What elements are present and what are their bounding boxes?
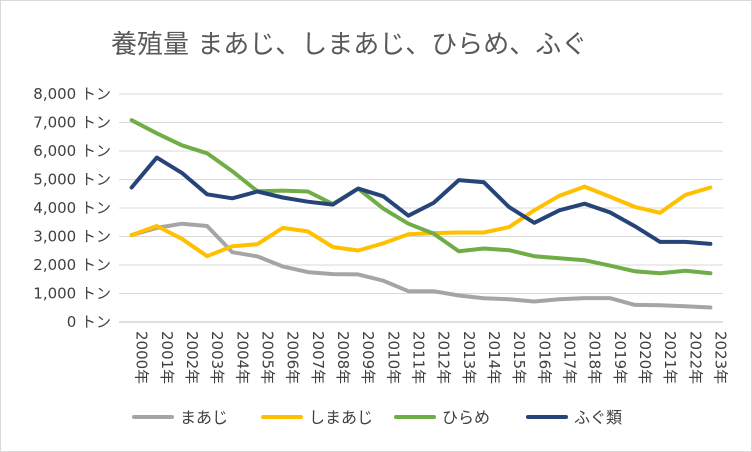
x-tick-label: 2018年 (586, 331, 604, 384)
series-line-1 (129, 184, 713, 259)
x-tick-label: 2023年 (711, 331, 729, 384)
x-tick-label: 2010年 (384, 331, 402, 384)
x-tick-label: 2008年 (334, 331, 352, 384)
x-tick-label: 2012年 (435, 331, 453, 384)
x-tick-label: 2017年 (560, 331, 578, 384)
y-tick-label: 7,000 トン (33, 114, 111, 132)
x-tick-label: 2021年 (661, 331, 679, 384)
x-tick-label: 2016年 (535, 331, 553, 384)
x-tick-label: 2000年 (133, 331, 151, 384)
legend-label-0: まあじ (180, 408, 228, 427)
x-tick-label: 2020年 (636, 331, 654, 384)
x-tick-label: 2003年 (208, 331, 226, 384)
x-tick-label: 2006年 (284, 331, 302, 384)
y-tick-label: 4,000 トン (33, 199, 111, 217)
x-tick-label: 2022年 (686, 331, 704, 384)
x-tick-label: 2014年 (485, 331, 503, 384)
x-tick-label: 2002年 (183, 331, 201, 384)
x-tick-label: 2009年 (359, 331, 377, 384)
y-tick-label: 3,000 トン (33, 228, 111, 246)
y-tick-label: 6,000 トン (33, 142, 111, 160)
chart-title: 養殖量 まあじ、しまあじ、ひらめ、ふぐ (111, 30, 587, 60)
x-tick-label: 2001年 (158, 331, 176, 384)
x-tick-label: 2007年 (309, 331, 327, 384)
legend-label-2: ひらめ (442, 408, 490, 427)
x-tick-label: 2015年 (510, 331, 528, 384)
y-tick-label: 2,000 トン (33, 256, 111, 274)
legend-label-3: ふぐ類 (574, 408, 622, 427)
x-tick-label: 2013年 (460, 331, 478, 384)
y-tick-label: 1,000 トン (33, 285, 111, 303)
x-tick-label: 2019年 (611, 331, 629, 384)
series-line-3 (129, 155, 713, 246)
y-tick-label: 5,000 トン (33, 171, 111, 189)
legend-label-1: しまあじ (309, 408, 373, 427)
y-tick-label: 0 トン (67, 313, 111, 331)
y-tick-label: 8,000 トン (33, 85, 111, 103)
series-line-2 (129, 118, 713, 276)
x-tick-label: 2005年 (258, 331, 276, 384)
x-tick-label: 2004年 (233, 331, 251, 384)
x-tick-label: 2011年 (409, 331, 427, 384)
